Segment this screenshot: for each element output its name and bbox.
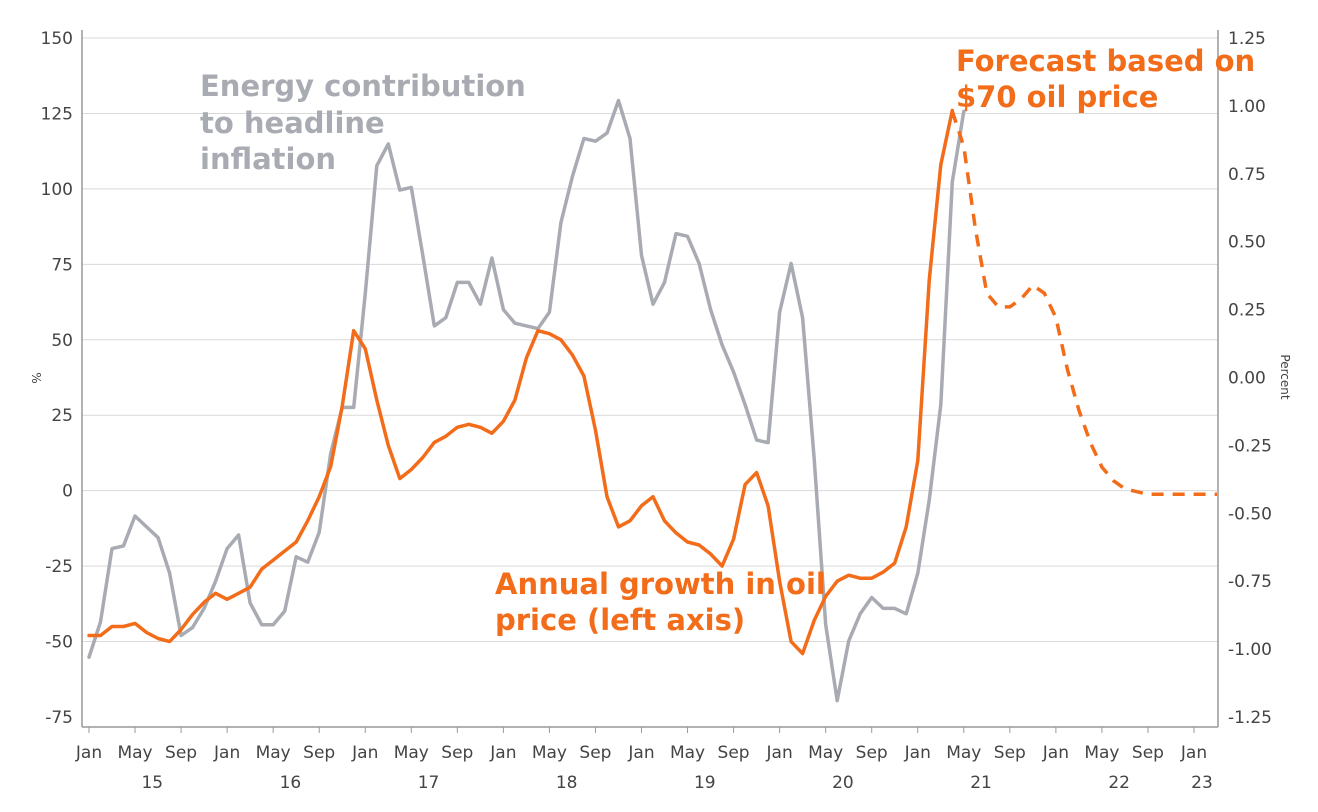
left-tick-label: -25 [45,557,73,577]
left-tick-label: 50 [51,331,73,351]
right-tick-label: 0.00 [1228,369,1266,389]
right-tick-label: 0.25 [1228,301,1266,321]
energy-annotation-line-1: Energy contribution [200,69,526,103]
left-tick-label: 0 [62,482,73,502]
x-month-label: Sep [441,743,473,763]
right-tick-label: -0.25 [1228,436,1272,456]
gridlines [82,37,1218,643]
x-month-label: May [532,743,567,763]
x-month-label: Sep [165,743,197,763]
left-axis-title: % [29,372,43,383]
x-month-label: May [117,743,152,763]
oil-annotation-line-1: Annual growth in oil [495,567,826,601]
x-month-label: Sep [718,743,750,763]
x-month-label: Sep [303,743,335,763]
right-tick-label: -0.75 [1228,572,1272,592]
x-month-label: Jan [904,743,931,763]
x-month-label: May [256,743,291,763]
forecast-dashed-line [950,110,1217,497]
right-tick-label: 0.75 [1228,165,1266,185]
right-tick-label: -1.00 [1228,640,1272,660]
left-tick-label: 25 [51,406,73,426]
x-year-label: 16 [280,773,302,793]
x-year-label: 18 [556,773,578,793]
x-year-label: 20 [832,773,854,793]
right-tick-label: -0.50 [1228,504,1272,524]
tick-labels: 150 125 100 75 50 25 0 -25 -50 -75 1.25 1.00 0.75 0.5… [41,29,1272,793]
x-month-label: May [394,743,429,763]
x-year-label: 19 [694,773,716,793]
right-tick-label: 1.25 [1228,29,1266,49]
x-month-label: Sep [994,743,1026,763]
energy-contribution-line [87,98,966,703]
left-tick-label: 125 [41,104,73,124]
right-tick-label: -1.25 [1228,708,1272,728]
right-tick-label: 0.50 [1228,233,1266,253]
energy-annotation-line-3: inflation [200,142,336,176]
x-month-label: Jan [627,743,654,763]
x-month-label: May [946,743,981,763]
x-month-label: Sep [579,743,611,763]
x-month-label: Jan [1042,743,1069,763]
left-tick-label: 75 [51,255,73,275]
forecast-annotation-line-2: $70 oil price [956,80,1158,114]
oil-growth-line [87,108,955,656]
x-year-label: 22 [1108,773,1130,793]
right-axis-title: Percent [1278,354,1292,399]
x-month-label: Jan [75,743,102,763]
x-month-label: May [808,743,843,763]
x-year-label: 21 [970,773,992,793]
x-year-label: 15 [141,773,163,793]
x-month-label: Jan [351,743,378,763]
oil-annotation-line-2: price (left axis) [495,603,745,637]
x-month-label: Jan [213,743,240,763]
x-year-label: 17 [418,773,440,793]
left-tick-label: 150 [41,29,73,49]
x-month-label: Sep [1132,743,1164,763]
series-layer [87,98,1217,703]
x-year-label: 23 [1191,773,1213,793]
left-tick-label: -50 [45,633,73,653]
x-month-label: May [670,743,705,763]
x-month-label: Sep [856,743,888,763]
forecast-annotation-line-1: Forecast based on [956,44,1255,78]
x-month-label: Jan [1180,743,1207,763]
energy-annotation: Energy contribution to headline inflatio… [200,69,526,176]
axes [81,30,1219,733]
x-month-label: May [1084,743,1119,763]
x-month-label: Jan [489,743,516,763]
oil-annotation: Annual growth in oil price (left axis) [495,567,826,637]
forecast-annotation: Forecast based on $70 oil price [956,44,1255,114]
x-month-label: Jan [766,743,793,763]
energy-annotation-line-2: to headline [200,106,385,140]
right-tick-label: 1.00 [1228,97,1266,117]
left-tick-label: 100 [41,180,73,200]
left-tick-label: -75 [45,708,73,728]
